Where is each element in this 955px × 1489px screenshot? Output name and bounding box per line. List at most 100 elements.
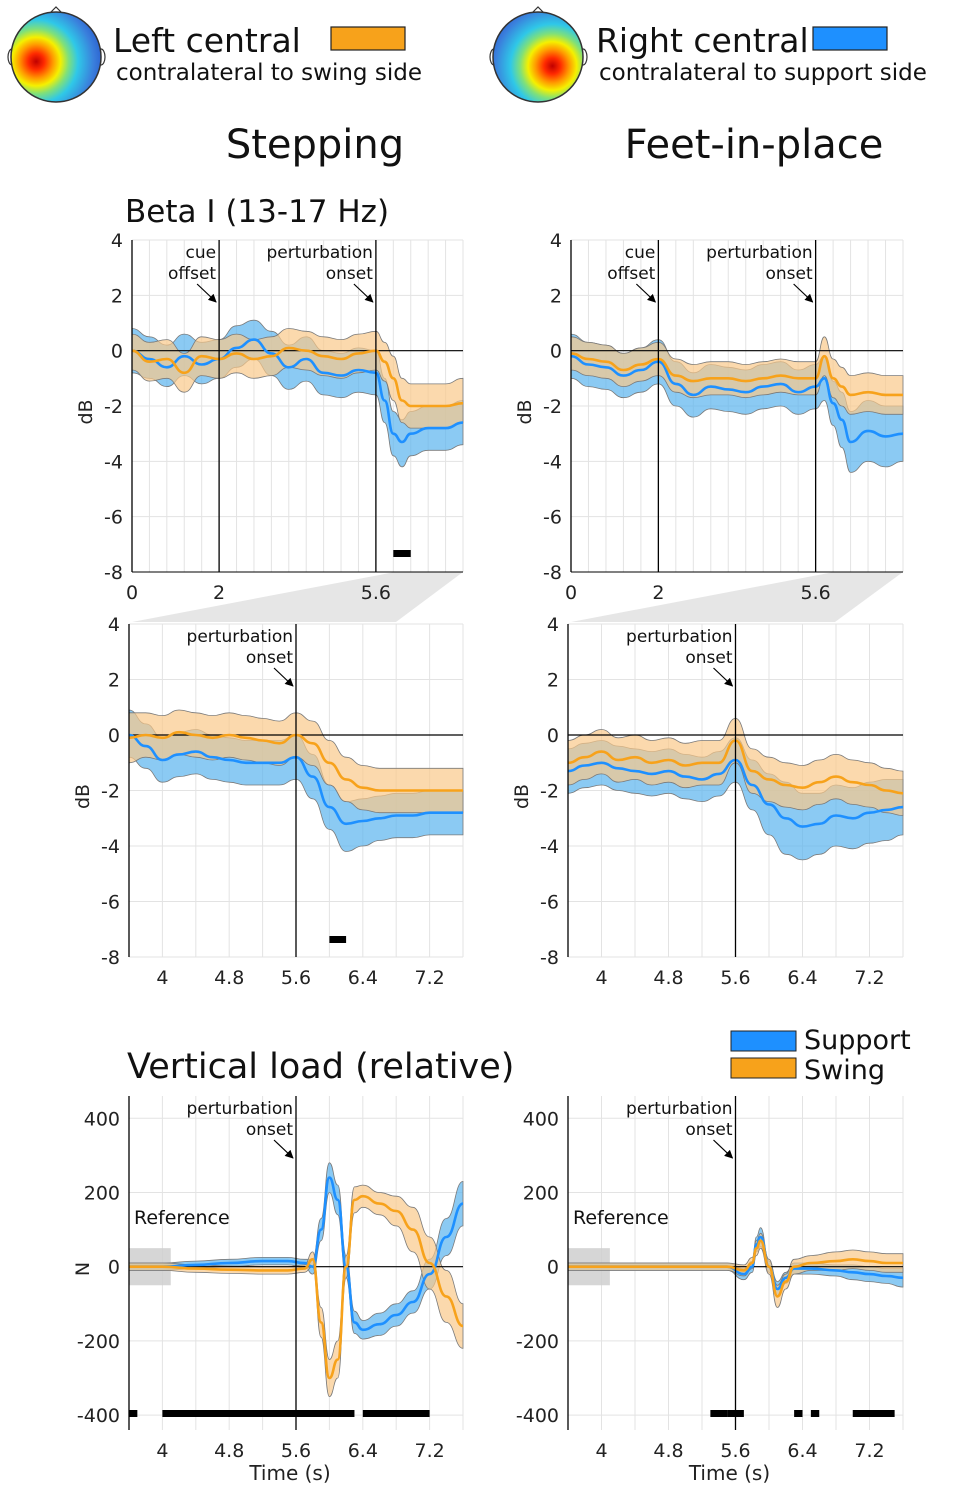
x-tick-label: 6.4 [348, 1440, 378, 1462]
annotation-arrow [793, 283, 814, 303]
y-axis-label: dB [75, 399, 97, 424]
annotation-perturbation-onset: onset [685, 1120, 732, 1140]
annotation-perturbation-onset: onset [246, 1120, 293, 1140]
x-tick-label: 5.6 [801, 582, 831, 604]
x-tick-label: 5.6 [720, 967, 750, 989]
x-tick-label: 4.8 [653, 1440, 683, 1462]
y-tick-label: 200 [523, 1182, 559, 1204]
series-line-swing [131, 346, 464, 408]
annotation-cue-offset: offset [168, 264, 216, 284]
series-line-swing [129, 1194, 464, 1380]
annotation-cue-offset: cue [186, 243, 217, 263]
y-tick-label: -8 [543, 562, 562, 584]
band-swing [567, 717, 904, 816]
x-tick-label: 2 [213, 582, 225, 604]
y-tick-label: 0 [111, 341, 123, 363]
y-tick-label: -2 [101, 781, 120, 803]
x-tick-label: 6.4 [787, 967, 817, 989]
chart-stepping-load: -400 -200 0 200 400 4 4.8 5.6 6.4 7.2 N Time (s) per… [72, 1096, 464, 1485]
column-title-stepping: Stepping [226, 122, 404, 168]
x-tick-label: 4 [595, 967, 607, 989]
load-title: Vertical load (relative) [127, 1047, 514, 1087]
x-tick-label: 4.8 [214, 1440, 244, 1462]
annotation-perturbation-onset: onset [765, 264, 812, 284]
zoom-connector-right [571, 572, 903, 622]
x-tick-label: 7.2 [854, 967, 884, 989]
y-tick-label: -6 [543, 507, 562, 529]
chart-feet-beta-zoom: -8 -6 -4 -2 0 2 4 4 4.8 5.6 6.4 7.2 dB perturbationon… [511, 614, 904, 989]
y-tick-label: -4 [543, 451, 562, 473]
x-tick-label: 0 [126, 582, 138, 604]
x-tick-label: 4.8 [214, 967, 244, 989]
reference-label: Reference [134, 1207, 230, 1229]
right-region-subtitle: contralateral to support side [599, 60, 927, 86]
y-tick-label: -8 [540, 947, 559, 969]
significance-bar [852, 1410, 895, 1417]
y-tick-label: -8 [104, 562, 123, 584]
annotation-arrow [196, 283, 217, 303]
x-tick-label: 5.6 [281, 1440, 311, 1462]
y-tick-label: -4 [540, 836, 559, 858]
y-tick-label: 400 [84, 1108, 120, 1130]
x-tick-label: 4 [156, 967, 168, 989]
y-tick-label: -6 [104, 507, 123, 529]
band-swing [128, 1184, 464, 1398]
annotation-perturbation-onset: perturbation [266, 243, 372, 263]
significance-bar [329, 936, 347, 943]
annotation-arrow [273, 1139, 294, 1159]
y-tick-label: -200 [77, 1331, 120, 1353]
legend-support-label: Support [804, 1025, 911, 1056]
annotation-perturbation-onset: perturbation [706, 243, 812, 263]
x-axis-label: Time (s) [248, 1461, 330, 1485]
series-line-support [131, 338, 464, 444]
annotation-arrow [713, 1139, 734, 1159]
annotation-perturbation-onset: onset [326, 264, 373, 284]
x-tick-label: 7.2 [414, 1440, 444, 1462]
x-tick-label: 6.4 [348, 967, 378, 989]
annotation-perturbation-onset: onset [246, 648, 293, 668]
y-tick-label: 0 [108, 1257, 120, 1279]
band-title: Beta I (13-17 Hz) [125, 194, 389, 230]
y-tick-label: 2 [108, 670, 120, 692]
legend-swing-swatch [730, 1057, 797, 1079]
x-tick-label: 5.6 [281, 967, 311, 989]
y-tick-label: 2 [550, 285, 562, 307]
y-tick-label: -2 [104, 396, 123, 418]
significance-bar [162, 1410, 355, 1417]
chart-stepping-beta-zoom: -8 -6 -4 -2 0 2 4 4 4.8 5.6 6.4 7.2 dB perturbationon… [72, 614, 464, 989]
reference-label: Reference [573, 1207, 669, 1229]
right-region-swatch [812, 26, 888, 51]
left-region-title: Left central [113, 21, 301, 60]
y-tick-label: -400 [516, 1405, 559, 1427]
series-line-support [570, 354, 904, 444]
significance-bar [129, 1410, 138, 1417]
head-map-left-icon [7, 6, 106, 103]
x-axis-label: Time (s) [688, 1461, 770, 1485]
y-tick-label: -6 [540, 892, 559, 914]
y-tick-label: -400 [77, 1405, 120, 1427]
y-tick-label: 200 [84, 1182, 120, 1204]
annotation-arrow [713, 667, 734, 687]
x-tick-label: 0 [565, 582, 577, 604]
band-swing [570, 336, 904, 415]
annotation-perturbation-onset: perturbation [187, 627, 293, 647]
series-line-support [129, 1176, 464, 1332]
significance-bar [362, 1410, 430, 1417]
y-tick-label: -200 [516, 1331, 559, 1353]
y-tick-label: -4 [104, 451, 123, 473]
left-region-swatch [330, 26, 406, 51]
annotation-perturbation-onset: perturbation [187, 1099, 293, 1119]
series-line-swing [568, 1239, 903, 1298]
x-tick-label: 4.8 [653, 967, 683, 989]
y-axis-label: dB [72, 784, 94, 809]
y-tick-label: -6 [101, 892, 120, 914]
significance-bar [710, 1410, 728, 1417]
x-tick-label: 7.2 [854, 1440, 884, 1462]
y-tick-label: 4 [547, 614, 559, 636]
annotation-cue-offset: offset [607, 264, 655, 284]
y-tick-label: 4 [108, 614, 120, 636]
x-tick-label: 5.6 [720, 1440, 750, 1462]
x-tick-label: 7.2 [414, 967, 444, 989]
